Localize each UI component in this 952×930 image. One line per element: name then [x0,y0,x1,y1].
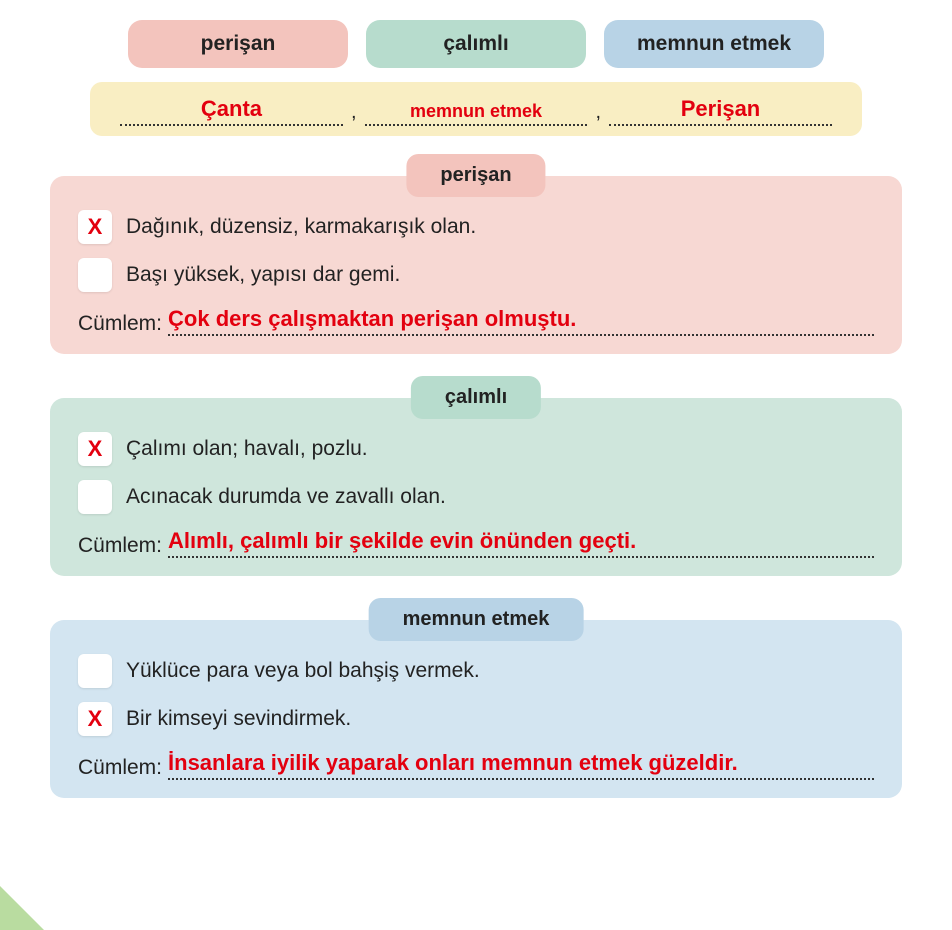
sentence-row: Cümlem:Çok ders çalışmaktan perişan olmu… [78,306,874,336]
sentence-answer: İnsanlara iyilik yaparak onları memnun e… [168,750,874,780]
pill-memnun: memnun etmek [604,20,824,68]
section-0: perişanXDağınık, düzensiz, karmakarışık … [50,176,902,354]
pill-calimli: çalımlı [366,20,586,68]
option-row: X Çalımı olan; havalı, pozlu. [78,432,874,466]
section-tab: çalımlı [411,376,541,419]
checkbox[interactable] [78,480,112,514]
option-text: Acınacak durumda ve zavallı olan. [126,485,446,509]
section-body: Yüklüce para veya bol bahşiş vermek. X Bir… [50,620,902,798]
option-row: X Dağınık, düzensiz, karmakarışık olan. [78,210,874,244]
corner-decoration [0,886,44,930]
section-body: X Çalımı olan; havalı, pozlu. Acınacak dur… [50,398,902,576]
sentence-row: Cümlem:Alımlı, çalımlı bir şekilde evin … [78,528,874,558]
sections-container: perişanXDağınık, düzensiz, karmakarışık … [30,176,922,798]
option-text: Yüklüce para veya bol bahşiş vermek. [126,659,480,683]
checkbox[interactable] [78,654,112,688]
option-text: Başı yüksek, yapısı dar gemi. [126,263,400,287]
top-pill-row: perişan çalımlı memnun etmek [30,20,922,68]
option-row: Başı yüksek, yapısı dar gemi. [78,258,874,292]
checkbox[interactable]: X [78,702,112,736]
section-body: X Dağınık, düzensiz, karmakarışık olan. Ba… [50,176,902,354]
option-row: Yüklüce para veya bol bahşiş vermek. [78,654,874,688]
section-tab: perişan [406,154,545,197]
section-1: çalımlıXÇalımı olan; havalı, pozlu.Acına… [50,398,902,576]
sentence-label: Cümlem: [78,312,162,336]
option-text: Bir kimseyi sevindirmek. [126,707,351,731]
option-row: Acınacak durumda ve zavallı olan. [78,480,874,514]
option-text: Çalımı olan; havalı, pozlu. [126,437,368,461]
answer-slot-1: Çanta [120,96,343,126]
checkbox[interactable]: X [78,210,112,244]
pill-perisan: perişan [128,20,348,68]
checkbox[interactable]: X [78,432,112,466]
answer-sep-2: , [595,101,601,126]
option-text: Dağınık, düzensiz, karmakarışık olan. [126,215,476,239]
answer-sep-1: , [351,101,357,126]
option-row: X Bir kimseyi sevindirmek. [78,702,874,736]
sentence-label: Cümlem: [78,534,162,558]
sentence-label: Cümlem: [78,756,162,780]
section-2: memnun etmekYüklüce para veya bol bahşiş… [50,620,902,798]
section-tab: memnun etmek [369,598,584,641]
sentence-answer: Alımlı, çalımlı bir şekilde evin önünden… [168,528,874,558]
checkbox[interactable] [78,258,112,292]
answer-slot-2: memnun etmek [365,101,588,126]
answer-bar: Çanta , memnun etmek , Perişan [90,82,862,136]
answer-slot-3: Perişan [609,96,832,126]
sentence-row: Cümlem:İnsanlara iyilik yaparak onları m… [78,750,874,780]
sentence-answer: Çok ders çalışmaktan perişan olmuştu. [168,306,874,336]
